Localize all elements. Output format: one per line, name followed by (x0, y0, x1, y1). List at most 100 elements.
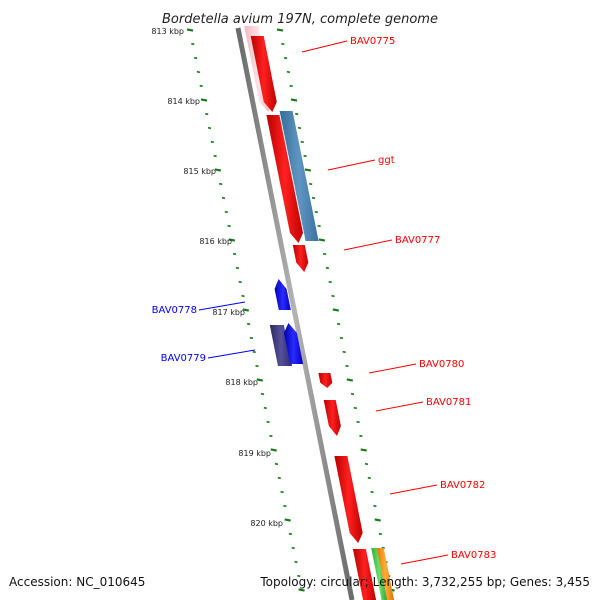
tick-mark (256, 378, 264, 382)
tick-mark (374, 518, 381, 522)
tick-mark (214, 168, 222, 172)
tick-mark (219, 182, 223, 186)
gene-label-ggt[interactable]: ggt (378, 155, 395, 166)
tick-mark (269, 434, 273, 438)
tick-mark (276, 28, 284, 32)
tick-label-815: 815 kbp (183, 167, 216, 176)
leader-bav0777 (343, 239, 393, 251)
tick-mark (294, 560, 298, 564)
tick-mark (364, 462, 369, 466)
gene-feature-bav0782[interactable] (334, 456, 363, 543)
tick-label-817: 817 kbp (212, 308, 245, 317)
tick-mark (311, 196, 316, 200)
tick-mark (207, 126, 212, 130)
tick-mark (284, 518, 291, 522)
gene-feature-bav0775[interactable] (250, 36, 277, 112)
tick-mark (332, 308, 340, 312)
gene-feature-green[interactable] (371, 548, 388, 600)
tick-mark (205, 112, 209, 116)
map-title: Bordetella avium 197N, complete genome (162, 12, 438, 27)
leader-bav0781 (375, 401, 424, 412)
tick-mark (370, 490, 374, 494)
tick-mark (270, 448, 277, 452)
tick-mark (317, 224, 321, 228)
gene-feature-bav0778[interactable] (274, 279, 291, 310)
leader-bav0780 (368, 363, 417, 374)
tick-mark (300, 140, 304, 144)
leader-bav0783 (400, 554, 449, 565)
tick-mark (360, 448, 367, 452)
tick-mark (283, 504, 287, 508)
gene-feature-bav0777[interactable] (292, 245, 309, 272)
tick-mark (356, 420, 360, 424)
gene-feature-bav0776[interactable] (266, 115, 303, 243)
tick-mark (295, 112, 299, 116)
tick-mark (281, 42, 285, 46)
tick-mark (303, 154, 307, 158)
gene-label-bav0778[interactable]: BAV0778 (152, 305, 197, 316)
tick-mark (373, 504, 377, 508)
tick-mark (345, 364, 349, 368)
tick-mark (286, 70, 291, 74)
tick-mark (227, 224, 231, 228)
tick-mark (224, 210, 228, 214)
gene-label-bav0782[interactable]: BAV0782 (440, 480, 485, 491)
tick-mark (232, 252, 237, 256)
gene-feature-bav0781[interactable] (323, 400, 341, 436)
tick-mark (314, 210, 318, 214)
tick-mark (260, 392, 265, 396)
tick-mark (274, 462, 279, 466)
tick-mark (283, 56, 288, 60)
gene-label-bav0783[interactable]: BAV0783 (451, 550, 496, 561)
tick-label-818: 818 kbp (225, 378, 258, 387)
tick-mark (297, 574, 301, 578)
gene-label-leaders (198, 40, 449, 565)
tick-mark (263, 406, 267, 410)
tick-mark (266, 420, 270, 424)
gene-feature-ggt[interactable] (279, 111, 319, 241)
scale-tick-rails (186, 28, 395, 592)
genome-summary-text: Topology: circular; Length: 3,732,255 bp… (259, 575, 590, 589)
tick-label-814: 814 kbp (167, 97, 200, 106)
tick-mark (339, 336, 344, 340)
tick-mark (336, 322, 341, 326)
tick-label-816: 816 kbp (199, 237, 232, 246)
tick-mark (193, 56, 198, 60)
tick-mark (367, 476, 371, 480)
gene-features (244, 26, 395, 600)
tick-mark (246, 322, 251, 326)
tick-mark (241, 294, 245, 298)
gene-feature-bav0779[interactable] (283, 323, 304, 364)
tick-mark (200, 98, 208, 102)
tick-mark (325, 266, 330, 270)
tick-mark (228, 238, 236, 242)
gene-feature-orange[interactable] (376, 548, 395, 600)
leader-bav0782 (389, 484, 438, 495)
tick-mark (288, 532, 293, 536)
tick-mark (309, 182, 313, 186)
gene-feature-bav0779a[interactable] (269, 325, 292, 366)
tick-mark (350, 392, 355, 396)
tick-mark (255, 364, 259, 368)
gene-feature-bav0783[interactable] (352, 549, 377, 600)
tick-mark (291, 546, 295, 550)
tick-label-819: 819 kbp (238, 449, 271, 458)
gene-label-bav0777[interactable]: BAV0777 (395, 235, 440, 246)
tick-mark (304, 168, 312, 172)
tick-mark (359, 434, 363, 438)
tick-mark (353, 406, 357, 410)
tick-mark (328, 280, 332, 284)
gene-label-bav0779[interactable]: BAV0779 (161, 353, 206, 364)
gene-feature-bav0780[interactable] (318, 373, 333, 388)
gene-label-bav0780[interactable]: BAV0780 (419, 359, 464, 370)
leader-bav0778 (198, 301, 246, 311)
gene-label-bav0781[interactable]: BAV0781 (426, 397, 471, 408)
tick-mark (186, 28, 194, 32)
tick-mark (249, 336, 254, 340)
tick-mark (322, 252, 327, 256)
tick-mark (342, 350, 346, 354)
gene-label-bav0775[interactable]: BAV0775 (350, 36, 395, 47)
tick-mark (213, 154, 217, 158)
